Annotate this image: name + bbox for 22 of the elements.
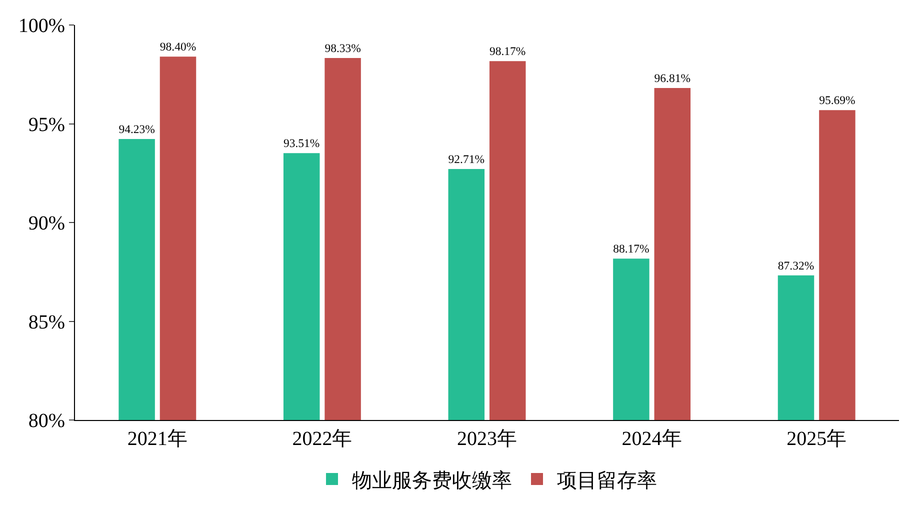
data-label: 87.32% xyxy=(778,259,814,272)
x-tick-label: 2025年 xyxy=(786,428,847,450)
x-tick-label: 2023年 xyxy=(457,428,517,450)
legend-label: 项目留存率 xyxy=(557,470,657,492)
y-tick-label: 80% xyxy=(28,410,65,432)
y-tick-label: 85% xyxy=(28,311,65,334)
data-label: 93.51% xyxy=(283,137,320,150)
y-tick-label: 90% xyxy=(28,212,65,234)
data-label: 95.69% xyxy=(819,94,856,108)
x-tick-label: 2021年 xyxy=(127,428,188,450)
data-label: 88.17% xyxy=(613,242,650,256)
data-label: 94.23% xyxy=(118,123,156,136)
y-tick-label: 95% xyxy=(28,114,65,136)
legend-label: 物业服务费收缴率 xyxy=(352,470,512,492)
data-label: 98.33% xyxy=(324,42,362,56)
y-tick-label: 100% xyxy=(18,15,65,37)
data-label: 98.17% xyxy=(489,45,526,58)
x-tick-label: 2022年 xyxy=(292,428,352,450)
data-label: 96.81% xyxy=(654,72,691,86)
x-tick-label: 2024年 xyxy=(622,428,682,450)
data-label: 92.71% xyxy=(448,153,485,166)
data-label: 98.40% xyxy=(160,40,196,54)
